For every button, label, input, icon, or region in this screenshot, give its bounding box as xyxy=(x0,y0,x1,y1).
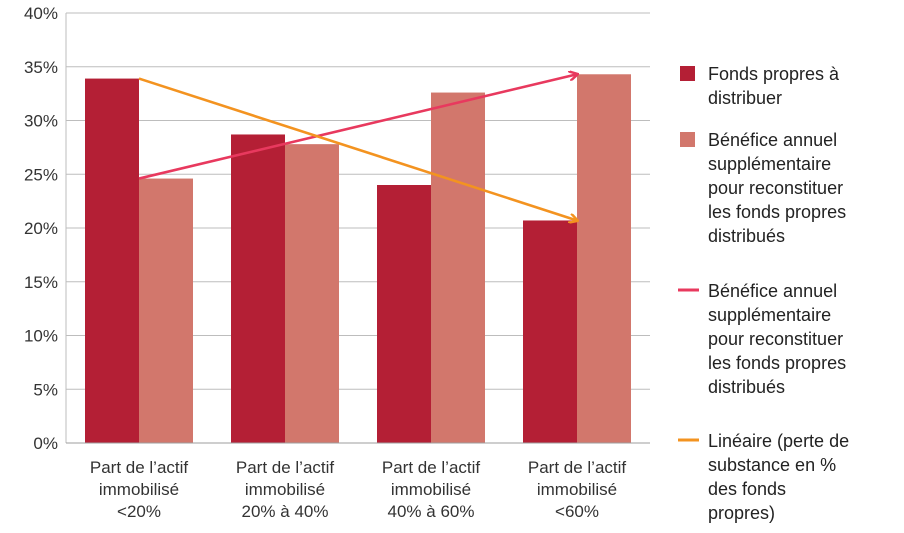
legend-swatch-2 xyxy=(680,132,695,147)
bar-series-2-cat-2 xyxy=(285,144,339,443)
y-tick-label: 5% xyxy=(33,380,58,399)
bar-series-1-cat-1 xyxy=(85,78,139,443)
bar-series-1-cat-3 xyxy=(377,185,431,443)
bars xyxy=(85,74,631,444)
legend-label-4: Linéaire (perte de substance en % des fond… xyxy=(708,431,849,523)
bar-series-1-cat-4 xyxy=(523,220,577,443)
legend: Fonds propres à distribuer Bénéfice annuel… xyxy=(678,64,849,523)
y-axis: 0% 5% 10% 15% 20% 25% 30% 35% 40% xyxy=(24,4,67,453)
x-category-label: Part de l’actif immobilisé <60% xyxy=(528,458,627,521)
y-tick-label: 0% xyxy=(33,434,58,453)
trend-lines xyxy=(138,74,577,221)
y-tick-label: 10% xyxy=(24,327,58,346)
trend-arrow-3 xyxy=(138,77,577,221)
bar-series-2-cat-4 xyxy=(577,74,631,444)
y-tick-label: 40% xyxy=(24,4,58,23)
x-axis: Part de l’actif immobilisé <20% Part de l’a… xyxy=(66,442,650,521)
y-tick-label: 25% xyxy=(24,165,58,184)
bar-series-1-cat-2 xyxy=(231,134,285,443)
y-tick-label: 15% xyxy=(24,273,58,292)
x-category-label: Part de l’actif immobilisé <20% xyxy=(90,458,189,521)
y-tick-label: 20% xyxy=(24,219,58,238)
legend-swatch-1 xyxy=(680,66,695,81)
y-tick-label: 30% xyxy=(24,112,58,131)
legend-label-3: Bénéfice annuel supplémentaire pour recons… xyxy=(708,281,846,397)
legend-label-2: Bénéfice annuel supplémentaire pour recons… xyxy=(708,130,846,246)
y-tick-label: 35% xyxy=(24,58,58,77)
bar-series-2-cat-1 xyxy=(139,178,193,444)
trend-arrow-2 xyxy=(138,74,577,180)
x-category-label: Part de l’actif immobilisé 40% à 60% xyxy=(382,458,481,521)
bar-series-2-cat-3 xyxy=(431,92,485,444)
legend-label-1: Fonds propres à distribuer xyxy=(708,64,840,108)
x-category-label: Part de l’actif immobilisé 20% à 40% xyxy=(236,458,335,521)
